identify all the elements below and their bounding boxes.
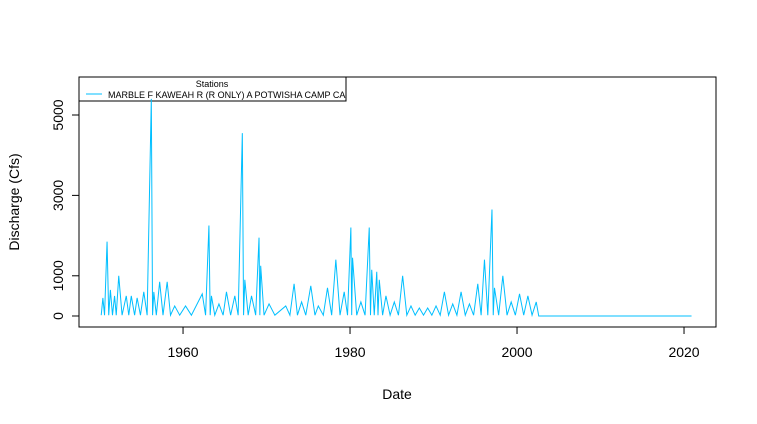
x-tick-label: 2000	[501, 344, 532, 360]
x-axis-label: Date	[382, 386, 412, 402]
y-tick-label: 3000	[50, 180, 66, 211]
y-axis-label: Discharge (Cfs)	[6, 153, 22, 250]
x-tick-label: 2020	[668, 344, 699, 360]
data-line	[100, 98, 692, 318]
plot-box	[78, 76, 717, 328]
x-tick-label: 1960	[167, 344, 198, 360]
legend-title: Stations	[196, 79, 229, 89]
y-tick-label: 1000	[50, 260, 66, 291]
x-tick-label: 1980	[334, 344, 365, 360]
legend-box	[78, 76, 347, 102]
y-tick-label: 0	[50, 312, 66, 320]
y-tick-label: 5000	[50, 99, 66, 130]
legend-entry: MARBLE F KAWEAH R (R ONLY) A POTWISHA CA…	[108, 90, 345, 100]
